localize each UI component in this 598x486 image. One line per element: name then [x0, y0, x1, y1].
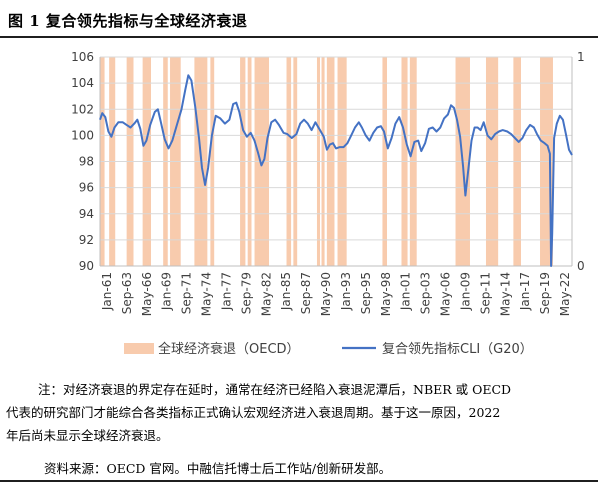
legend: 全球经济衰退（OECD） 复合领先指标CLI（G20） [124, 341, 533, 357]
x-tick-label: Sep-87 [299, 272, 313, 314]
x-tick-label: May-82 [259, 272, 273, 316]
x-tick-label: May-74 [200, 272, 214, 316]
footnote-line-2: 代表的研究部门才能综合各类指标正式确认宏观经济进入衰退周期。基于这一原因，202… [6, 405, 501, 420]
x-tick-label: Jan-09 [458, 272, 472, 311]
x-tick-label: Jan-77 [219, 272, 233, 311]
y-tick-label: 102 [71, 102, 94, 116]
x-tick-label: May-66 [140, 272, 154, 316]
bottom-rule [0, 480, 598, 482]
x-tick-label: Sep-03 [419, 272, 433, 314]
legend-recession-label: 全球经济衰退（OECD） [158, 341, 300, 357]
cli-line [99, 74, 573, 267]
x-tick-label: Sep-11 [478, 272, 492, 314]
x-tick-label: May-06 [439, 272, 453, 316]
x-tick-label: Jan-01 [399, 272, 413, 311]
x-tick-label: Jan-93 [339, 272, 353, 311]
y-tick-label: 94 [79, 207, 94, 221]
y-tick-label: 90 [79, 259, 94, 273]
y-tick-label: 104 [71, 76, 94, 90]
x-tick-label: Jan-17 [518, 272, 532, 311]
x-axis-labels: Jan-61 Sep-63 May-66 Jan-69 Sep-71 May-74 Jan-… [100, 272, 572, 316]
x-tick-label: Jan-69 [160, 272, 174, 311]
right-tick-label: 1 [577, 50, 585, 64]
footnote-line-1: 注：对经济衰退的界定存在延时，通常在经济已经陷入衰退泥潭后，NBER 或 OEC… [38, 382, 512, 397]
cli-series [99, 74, 573, 267]
source-note: 资料来源：OECD 官网。中融信托博士后工作站/创新研发部。 [44, 461, 392, 476]
axes [99, 57, 573, 267]
x-tick-label: Sep-63 [120, 272, 134, 314]
x-tick-label: Jan-85 [279, 272, 293, 311]
figure-title-bar: 图 1 复合领先指标与全球经济衰退 [0, 0, 598, 38]
legend-recession-swatch [124, 343, 154, 354]
y-tick-label: 96 [79, 181, 94, 195]
x-tick-label: Jan-61 [100, 272, 114, 311]
x-tick-label: Sep-79 [239, 272, 253, 314]
y-tick-label: 100 [71, 128, 94, 142]
footnote: 注：对经济衰退的界定存在延时，通常在经济已经陷入衰退泥潭后，NBER 或 OEC… [6, 378, 590, 447]
footnote-line-3: 年后尚未显示全球经济衰退。 [6, 428, 169, 443]
x-tick-label: May-90 [319, 272, 333, 316]
gridlines [100, 56, 572, 241]
legend-cli-label: 复合领先指标CLI（G20） [382, 342, 533, 357]
y-tick-label: 98 [79, 155, 94, 169]
y-tick-label: 92 [79, 233, 94, 247]
x-tick-label: Sep-95 [359, 272, 373, 314]
x-tick-label: Sep-71 [180, 272, 194, 314]
x-tick-label: May-22 [558, 272, 572, 316]
right-axis-labels: 01 [577, 50, 585, 273]
figure-title: 图 1 复合领先指标与全球经济衰退 [8, 12, 248, 30]
x-tick-label: May-98 [379, 272, 393, 316]
x-tick-label: Sep-19 [538, 272, 552, 314]
x-tick-label: May-14 [498, 272, 512, 316]
y-tick-label: 106 [71, 50, 94, 64]
y-axis-labels: 90 92 94 96 98 100 102 104 106 [71, 50, 94, 273]
right-tick-label: 0 [577, 259, 585, 273]
